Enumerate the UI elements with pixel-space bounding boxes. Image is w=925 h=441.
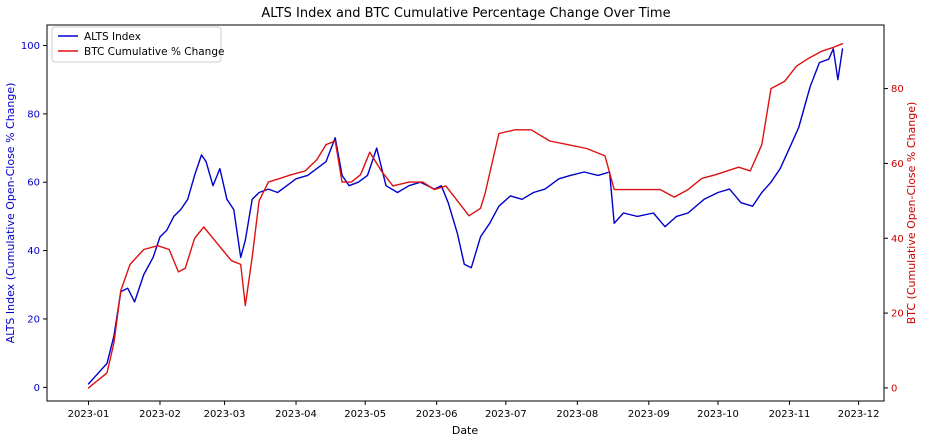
x-tick-label: 2023-11 (769, 409, 811, 420)
y-right-tick-label: 40 (891, 234, 904, 245)
legend-label-alts: ALTS Index (84, 31, 141, 43)
x-tick-label: 2023-08 (556, 409, 598, 420)
x-tick-label: 2023-02 (139, 409, 181, 420)
y-axis-left: 0 20 40 60 80 100 (21, 41, 47, 394)
y-left-tick-label: 80 (27, 109, 40, 120)
x-tick-label: 2023-01 (68, 409, 110, 420)
legend-frame (51, 26, 222, 63)
legend: ALTS Index BTC Cumulative % Change (51, 26, 224, 63)
x-tick-label: 2023-05 (344, 409, 386, 420)
y-left-tick-label: 20 (27, 314, 40, 325)
y-left-tick-label: 60 (27, 178, 40, 189)
x-axis-label: Date (452, 424, 479, 437)
x-tick-label: 2023-03 (204, 409, 246, 420)
chart-title: ALTS Index and BTC Cumulative Percentage… (261, 6, 670, 21)
x-tick-label: 2023-09 (628, 409, 670, 420)
series-line-btc-cumulative-change (87, 43, 844, 389)
y-axis-right: 0 20 40 60 80 (884, 84, 904, 394)
y-left-tick-label: 40 (27, 246, 40, 257)
y-right-tick-label: 80 (891, 84, 904, 95)
y-left-tick-label: 100 (21, 41, 40, 52)
x-tick-label: 2023-07 (485, 409, 527, 420)
series-line-alts-index (87, 48, 844, 385)
x-axis: 2023-01 2023-02 2023-03 2023-04 2023-05 2023-… (68, 401, 880, 420)
x-tick-label: 2023-04 (275, 409, 317, 420)
y-right-tick-label: 20 (891, 309, 904, 320)
series-layer (87, 43, 844, 389)
plot-frame (46, 24, 885, 402)
plot-area: 2023-01 2023-02 2023-03 2023-04 2023-05 2023-… (21, 24, 904, 420)
y-right-tick-label: 0 (891, 383, 897, 394)
x-tick-label: 2023-06 (416, 409, 458, 420)
legend-label-btc: BTC Cumulative % Change (84, 46, 224, 58)
y-axis-right-label: BTC (Cumulative Open-Close % Change) (905, 102, 918, 325)
y-axis-left-label: ALTS Index (Cumulative Open-Close % Chan… (4, 83, 17, 344)
y-right-tick-label: 60 (891, 159, 904, 170)
x-tick-label: 2023-12 (838, 409, 880, 420)
y-left-tick-label: 0 (34, 383, 40, 394)
x-tick-label: 2023-10 (697, 409, 739, 420)
